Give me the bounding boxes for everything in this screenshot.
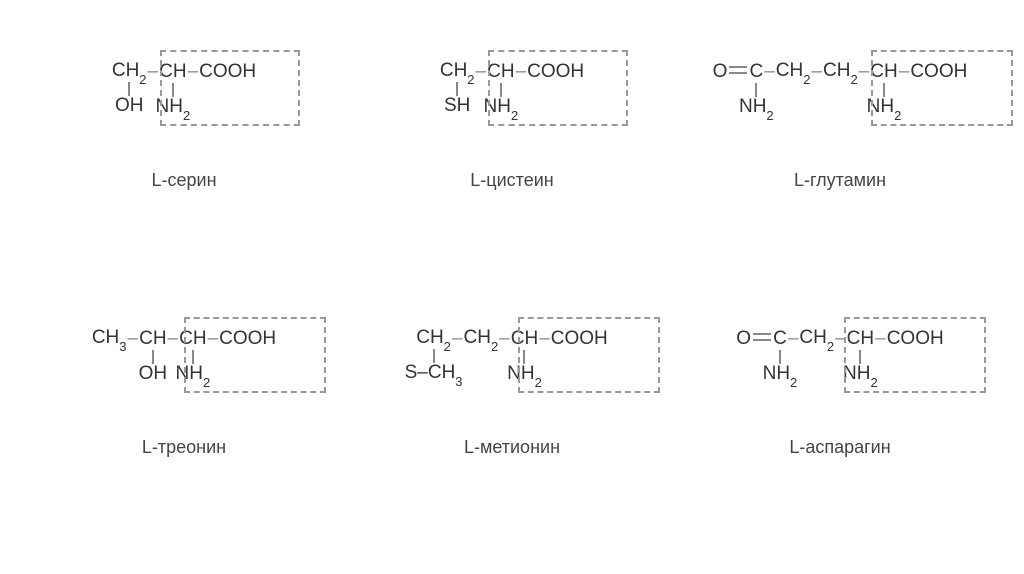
double-bond	[753, 332, 771, 342]
sub-nh2: NH2	[155, 96, 190, 120]
atom-cooh: COOH	[887, 328, 944, 350]
atom-ch2: CH2	[799, 327, 834, 351]
molecule-glutamine: O C NH2 – CH2 – CH2 – CH NH2 – COOH	[696, 60, 984, 247]
sub-nh2: NH2	[843, 363, 878, 387]
atom-c: C NH2	[749, 61, 763, 83]
atom-ch: CH NH2	[511, 328, 538, 350]
label-methionine: L-метионин	[464, 437, 560, 458]
label-serine: L-серин	[151, 170, 216, 191]
atom-cooh: COOH	[551, 328, 608, 350]
atom-o: O	[736, 328, 751, 350]
sub-nh2: NH2	[483, 96, 518, 120]
atom-ch: CH NH2	[487, 61, 514, 83]
atom-ch2: CH2 OH	[112, 60, 147, 84]
sub-nh2: NH2	[507, 363, 542, 387]
sub-nh2: NH2	[867, 96, 902, 120]
atom-cooh: COOH	[910, 61, 967, 83]
atom-ch: CH NH2	[870, 61, 897, 83]
label-threonine: L-треонин	[142, 437, 226, 458]
sub-nh2: NH2	[176, 363, 211, 387]
molecule-grid: CH2 OH – CH NH2 – COOH L-серин CH2	[0, 0, 1024, 574]
atom-ch2: CH2	[776, 60, 811, 84]
label-cysteine: L-цистеин	[470, 170, 553, 191]
molecule-serine: CH2 OH – CH NH2 – COOH L-серин	[40, 60, 328, 247]
atom-c: C NH2	[773, 328, 787, 350]
atom-ch2: CH2 S–CH3	[416, 327, 451, 351]
atom-ch2: CH2	[463, 327, 498, 351]
sub-nh2: NH2	[763, 363, 798, 387]
structure-serine: CH2 OH – CH NH2 – COOH	[40, 60, 328, 150]
structure-glutamine: O C NH2 – CH2 – CH2 – CH NH2 – COOH	[696, 60, 984, 150]
atom-ch3: CH3	[92, 327, 127, 351]
double-bond	[729, 65, 747, 75]
atom-ch: CH NH2	[847, 328, 874, 350]
molecule-cysteine: CH2 SH – CH NH2 – COOH L-цистеин	[368, 60, 656, 247]
structure-threonine: CH3 – CH OH – CH NH2 – COOH	[40, 327, 328, 417]
sub-oh: OH	[115, 95, 144, 117]
sub-sch3: S–CH3	[405, 362, 463, 386]
atom-ch: CH NH2	[179, 328, 206, 350]
atom-ch2: CH2 SH	[440, 60, 475, 84]
molecule-threonine: CH3 – CH OH – CH NH2 – COOH L-треонин	[40, 327, 328, 514]
sub-oh: OH	[139, 363, 168, 385]
sub-nh2: NH2	[739, 96, 774, 120]
atom-cooh: COOH	[199, 61, 256, 83]
label-asparagine: L-аспарагин	[789, 437, 890, 458]
atom-cooh: COOH	[219, 328, 276, 350]
atom-ch: CH NH2	[159, 61, 186, 83]
atom-o: O	[713, 61, 728, 83]
atom-cooh: COOH	[527, 61, 584, 83]
structure-asparagine: O C NH2 – CH2 – CH NH2 – COOH	[696, 327, 984, 417]
molecule-methionine: CH2 S–CH3 – CH2 – CH NH2 – COOH L-метион…	[368, 327, 656, 514]
molecule-asparagine: O C NH2 – CH2 – CH NH2 – COOH L-аспараги…	[696, 327, 984, 514]
atom-ch: CH OH	[139, 328, 166, 350]
label-glutamine: L-глутамин	[794, 170, 886, 191]
sub-sh: SH	[444, 95, 470, 117]
structure-methionine: CH2 S–CH3 – CH2 – CH NH2 – COOH	[368, 327, 656, 417]
structure-cysteine: CH2 SH – CH NH2 – COOH	[368, 60, 656, 150]
atom-ch2: CH2	[823, 60, 858, 84]
